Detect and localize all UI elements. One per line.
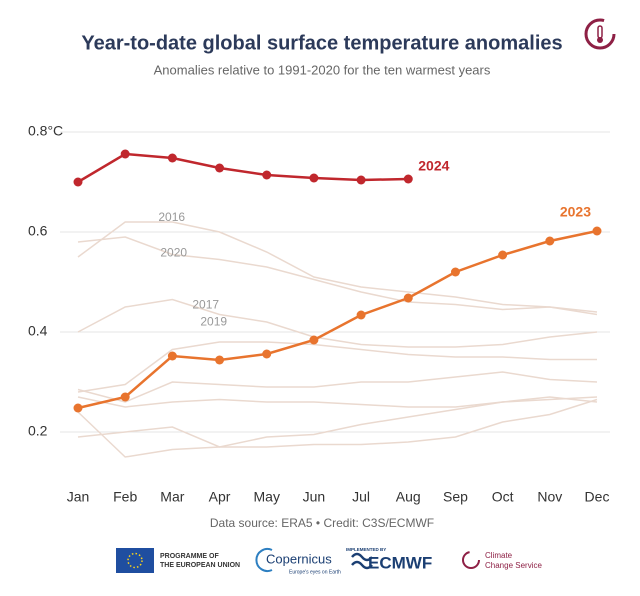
- x-tick-label: Jan: [67, 489, 90, 505]
- x-tick-label: Jul: [352, 489, 370, 505]
- y-tick-label: 0.6: [28, 223, 48, 239]
- x-tick-label: Sep: [443, 489, 468, 505]
- faint-line: [77, 341, 597, 393]
- faint-line: [77, 298, 598, 348]
- x-tick-label: Feb: [113, 489, 137, 505]
- point: [403, 293, 413, 303]
- x-tick-label: Aug: [396, 489, 421, 505]
- faint-line: [77, 236, 598, 316]
- eu-text: THE EUROPEAN UNION: [160, 562, 240, 569]
- x-tick-label: Dec: [585, 489, 610, 505]
- series-label: 2024: [418, 158, 449, 174]
- series-label: 2023: [560, 204, 591, 220]
- point: [498, 250, 508, 260]
- implemented-text: IMPLEMENTED BY: [346, 547, 386, 552]
- copernicus-arc: [255, 548, 273, 572]
- point: [403, 174, 413, 184]
- x-tick-label: Nov: [537, 489, 562, 505]
- series-label: 2017: [192, 298, 219, 312]
- point: [309, 335, 319, 345]
- copernicus-text: Copernicus: [266, 551, 332, 566]
- c3s-logo: [462, 551, 480, 569]
- c3s-text: Climate: [485, 551, 513, 560]
- c3s-text: Change Service: [485, 561, 542, 570]
- ecmwf-mark: [351, 552, 373, 570]
- faint-line: [77, 371, 598, 403]
- eu-logo: [116, 548, 154, 573]
- point: [167, 153, 177, 163]
- eu-text: PROGRAMME OF: [160, 553, 219, 560]
- series-label: 2019: [200, 315, 227, 329]
- point: [215, 163, 225, 173]
- faint-line: [77, 221, 598, 313]
- x-tick-label: Mar: [160, 489, 184, 505]
- chart-title: Year-to-date global surface temperature …: [81, 32, 562, 54]
- point: [73, 177, 83, 187]
- point: [262, 170, 272, 180]
- x-tick-label: May: [254, 489, 280, 505]
- x-tick-label: Jun: [303, 489, 326, 505]
- y-tick-label: 0.2: [28, 423, 48, 439]
- faint-line: [77, 396, 598, 408]
- c3s-badge: [584, 18, 616, 50]
- point: [592, 226, 602, 236]
- point: [167, 351, 177, 361]
- y-tick-label: 0.4: [28, 323, 48, 339]
- y-tick-label: 0.8°C: [28, 123, 63, 139]
- x-tick-label: Apr: [209, 489, 231, 505]
- faint-line: [77, 396, 598, 448]
- point: [309, 173, 319, 183]
- point: [73, 403, 83, 413]
- point: [450, 267, 460, 277]
- copernicus-tag: Europe's eyes on Earth: [289, 569, 341, 575]
- chart-subtitle: Anomalies relative to 1991-2020 for the …: [154, 62, 491, 77]
- point: [120, 392, 130, 402]
- highlight-line: [77, 229, 598, 410]
- source: Data source: ERA5 • Credit: C3S/ECMWF: [210, 516, 434, 530]
- point: [545, 236, 555, 246]
- point: [215, 355, 225, 365]
- ecmwf-text: ECMWF: [368, 553, 432, 572]
- x-tick-label: Oct: [492, 489, 514, 505]
- series-label: 2020: [160, 246, 187, 260]
- point: [262, 349, 272, 359]
- point: [356, 310, 366, 320]
- point: [120, 149, 130, 159]
- highlight-line: [77, 152, 409, 184]
- series-label: 2016: [158, 210, 185, 224]
- point: [356, 175, 366, 185]
- faint-line: [77, 398, 598, 458]
